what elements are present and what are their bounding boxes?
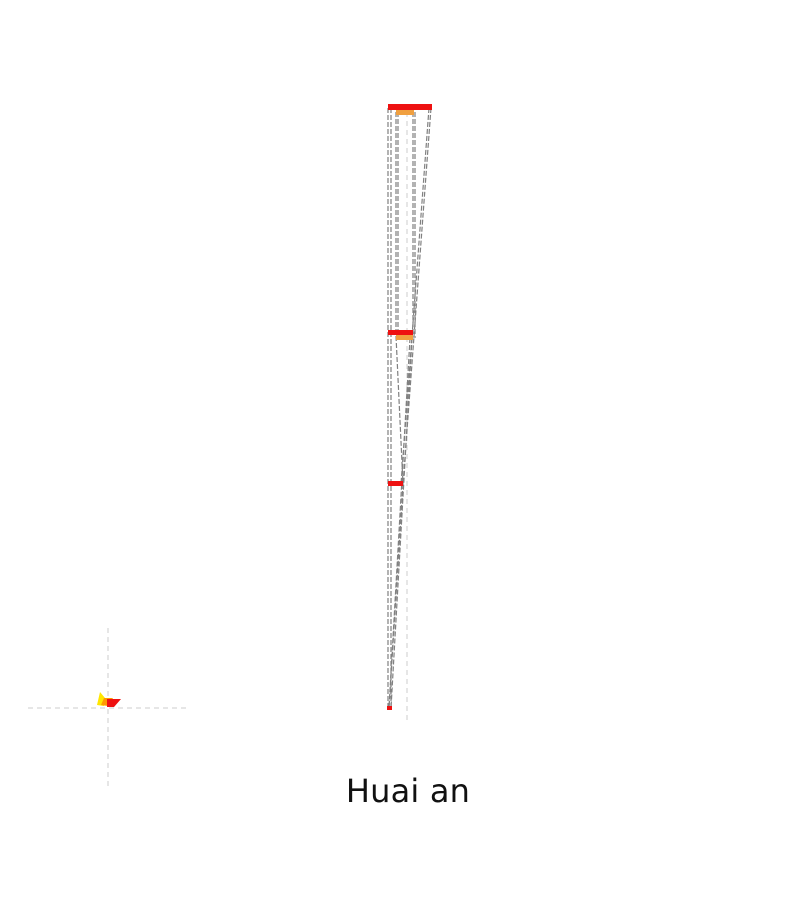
diagram-caption: Huai an — [345, 772, 471, 810]
node-bar-middle — [388, 330, 413, 335]
connector — [390, 337, 413, 709]
node-bar-top-secondary — [396, 110, 414, 115]
connector — [388, 483, 404, 709]
sankey-marker-icon — [97, 692, 121, 707]
node-bar-bottom — [387, 706, 392, 710]
node-bar-lower — [388, 481, 403, 486]
node-bars — [387, 104, 432, 710]
connector-lines — [387, 107, 432, 709]
marker-red-shape — [107, 699, 121, 707]
node-bar-middle-secondary — [396, 335, 413, 340]
node-bar-top — [388, 104, 432, 110]
connector — [395, 335, 404, 485]
marker-yellow-shape — [97, 692, 110, 706]
guide-lines — [28, 112, 408, 790]
